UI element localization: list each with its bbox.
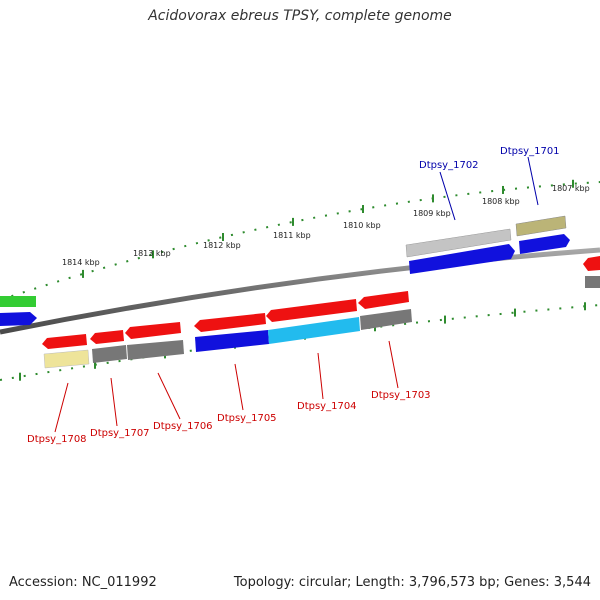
leader-dtpsy-1703 — [388, 340, 399, 389]
gene-label-dtpsy-1704: Dtpsy_1704 — [297, 401, 357, 412]
leader-dtpsy-1707 — [110, 377, 118, 427]
kbp-label-1810: 1810 kbp — [343, 221, 381, 230]
gene-dtpsy-1705-arrow[interactable] — [194, 313, 266, 332]
accession-text: Accession: NC_011992 — [9, 575, 157, 590]
gene-partial-right-red[interactable] — [583, 256, 600, 271]
genome-backbone — [0, 247, 600, 335]
gene-dtpsy-1701-secondary[interactable] — [515, 215, 567, 237]
gene-dtpsy-1708-secondary[interactable] — [43, 349, 90, 369]
leader-lines — [54, 156, 539, 433]
gene-label-dtpsy-1701: Dtpsy_1701 — [500, 146, 560, 157]
gene-dtpsy-1707-arrow[interactable] — [90, 330, 124, 344]
inner-tick-scale — [0, 304, 600, 381]
gene-label-dtpsy-1702: Dtpsy_1702 — [419, 160, 479, 171]
gene-dtpsy-1703-arrow[interactable] — [358, 291, 409, 309]
kbp-labels: 1814 kbp 1813 kbp 1812 kbp 1811 kbp 1810… — [62, 184, 590, 267]
gene-dtpsy-1702-secondary[interactable] — [405, 228, 512, 258]
kbp-label-1813: 1813 kbp — [133, 249, 171, 258]
gene-labels: Dtpsy_1708 Dtpsy_1707 Dtpsy_1706 Dtpsy_1… — [27, 146, 560, 445]
gene-dtpsy-1702-arrow[interactable] — [409, 244, 515, 274]
kbp-label-1812: 1812 kbp — [203, 241, 241, 250]
kbp-label-1809: 1809 kbp — [413, 209, 451, 218]
gene-dtpsy-1701-arrow[interactable] — [519, 234, 570, 254]
genome-summary-text: Topology: circular; Length: 3,796,573 bp… — [233, 575, 591, 590]
gene-dtpsy-1704-arrow[interactable] — [266, 299, 357, 322]
kbp-label-1814: 1814 kbp — [62, 258, 100, 267]
gene-label-dtpsy-1703: Dtpsy_1703 — [371, 390, 431, 401]
gene-partial-right-gray[interactable] — [585, 276, 600, 288]
gene-dtpsy-1704-secondary[interactable] — [268, 317, 360, 344]
leader-dtpsy-1706 — [157, 372, 181, 420]
outer-major-ticks — [82, 179, 574, 278]
kbp-label-1811: 1811 kbp — [273, 231, 311, 240]
leader-dtpsy-1708 — [54, 382, 69, 433]
gene-dtpsy-1705-secondary[interactable] — [195, 330, 269, 352]
leader-dtpsy-1702 — [439, 171, 456, 221]
reverse-strand-genes — [42, 291, 412, 369]
gene-dtpsy-1708-arrow[interactable] — [42, 334, 87, 349]
leader-dtpsy-1704 — [317, 352, 324, 400]
gene-label-dtpsy-1708: Dtpsy_1708 — [27, 434, 87, 445]
gene-dtpsy-1706-secondary[interactable] — [127, 340, 184, 360]
gene-partial-left-blue[interactable] — [0, 312, 37, 326]
gene-dtpsy-1706-arrow[interactable] — [125, 322, 181, 339]
forward-strand-genes — [0, 215, 600, 326]
gene-label-dtpsy-1707: Dtpsy_1707 — [90, 428, 150, 439]
kbp-label-1808: 1808 kbp — [482, 197, 520, 206]
gene-dtpsy-1703-secondary[interactable] — [360, 309, 412, 330]
map-title: Acidovorax ebreus TPSY, complete genome — [148, 8, 452, 24]
kbp-label-1807: 1807 kbp — [552, 184, 590, 193]
gene-label-dtpsy-1706: Dtpsy_1706 — [153, 421, 213, 432]
leader-dtpsy-1705 — [234, 363, 244, 411]
leader-dtpsy-1701 — [527, 156, 539, 206]
gene-dtpsy-1707-secondary[interactable] — [92, 345, 127, 363]
gene-label-dtpsy-1705: Dtpsy_1705 — [217, 413, 277, 424]
gene-partial-left-green[interactable] — [0, 296, 36, 307]
outer-tick-scale — [0, 181, 600, 301]
